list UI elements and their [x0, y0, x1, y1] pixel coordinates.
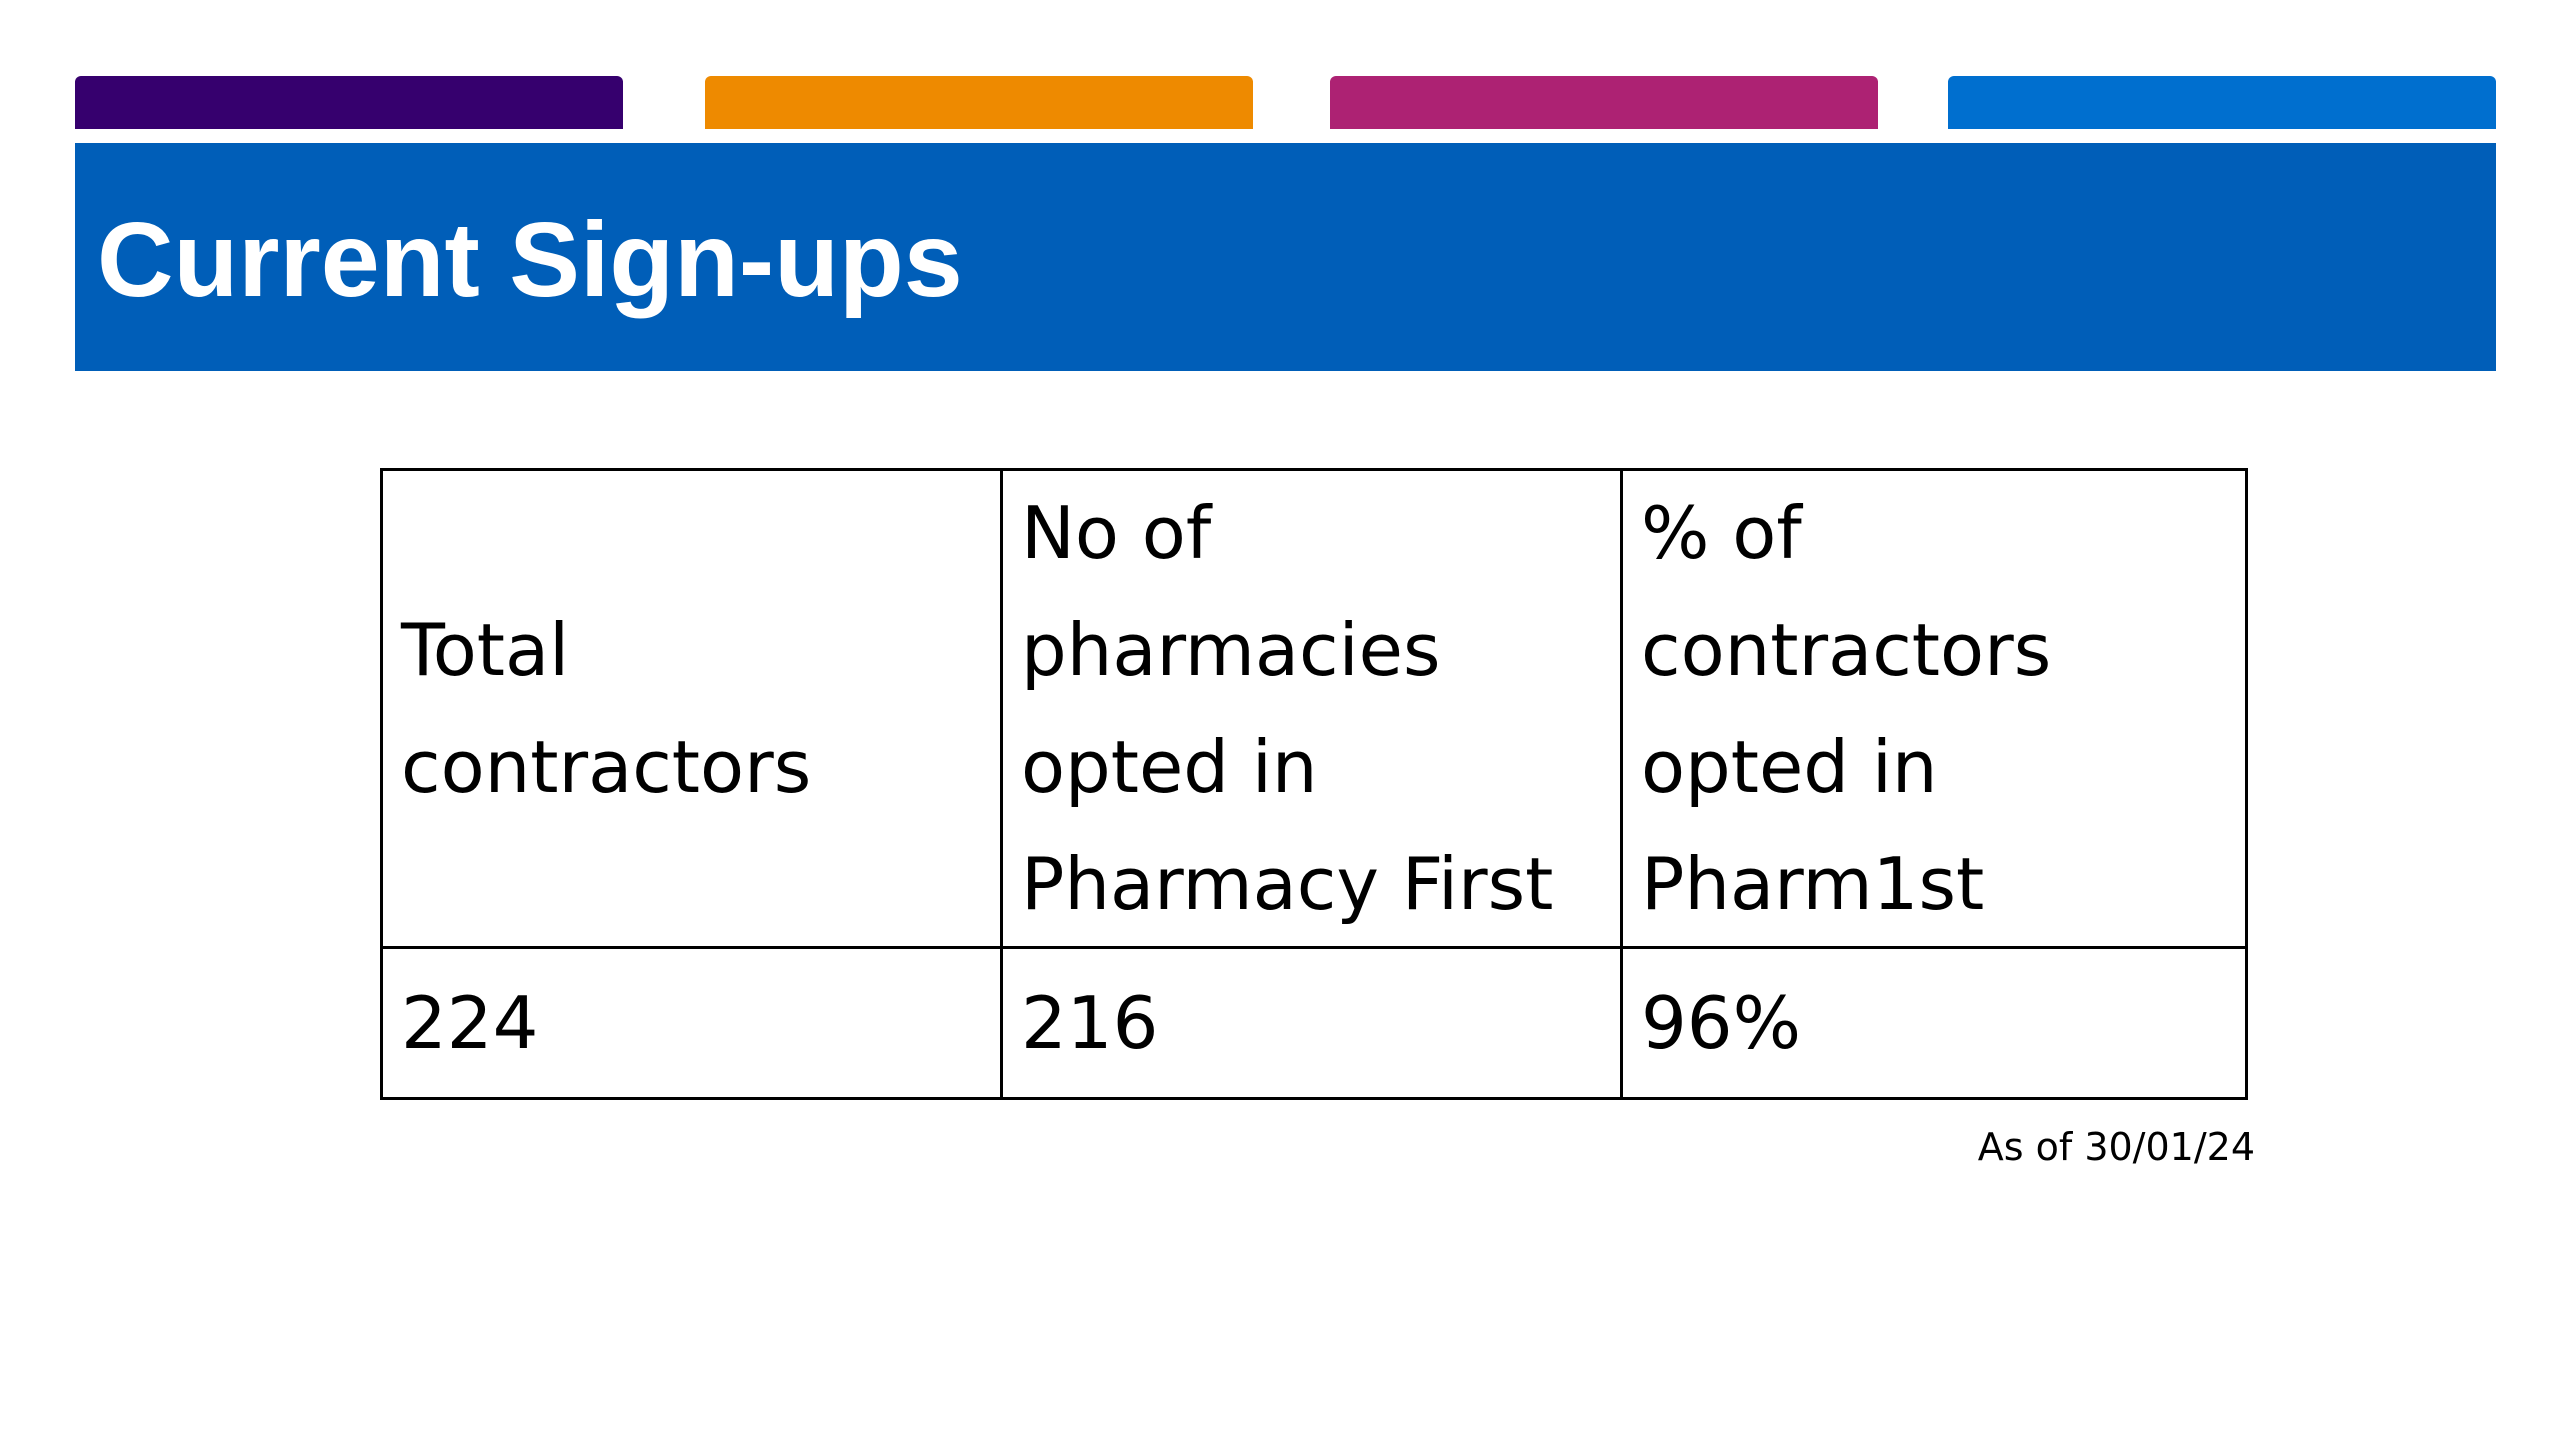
signups-table: Total contractors No of pharmacies opted… — [380, 468, 2248, 1100]
accent-bar-magenta — [1330, 76, 1878, 129]
title-band: Current Sign-ups — [75, 143, 2496, 371]
accent-bar-orange — [705, 76, 1253, 129]
header-pharmacies-opted-in: No of pharmacies opted in Pharmacy First — [1000, 468, 1623, 949]
slide-title: Current Sign-ups — [97, 200, 963, 319]
table-header-row: Total contractors No of pharmacies opted… — [380, 468, 2248, 949]
header-percent-opted-in: % of contractors opted in Pharm1st — [1620, 468, 2248, 949]
table-row: 224 216 96% — [380, 946, 2248, 1100]
accent-bar-purple — [75, 76, 623, 129]
cell-total-contractors: 224 — [380, 946, 1003, 1100]
cell-percent-opted-in: 96% — [1620, 946, 2248, 1100]
as-of-date-note: As of 30/01/24 — [1977, 1125, 2255, 1169]
header-total-contractors: Total contractors — [380, 468, 1003, 949]
cell-pharmacies-opted-in: 216 — [1000, 946, 1623, 1100]
accent-bar-blue — [1948, 76, 2496, 129]
